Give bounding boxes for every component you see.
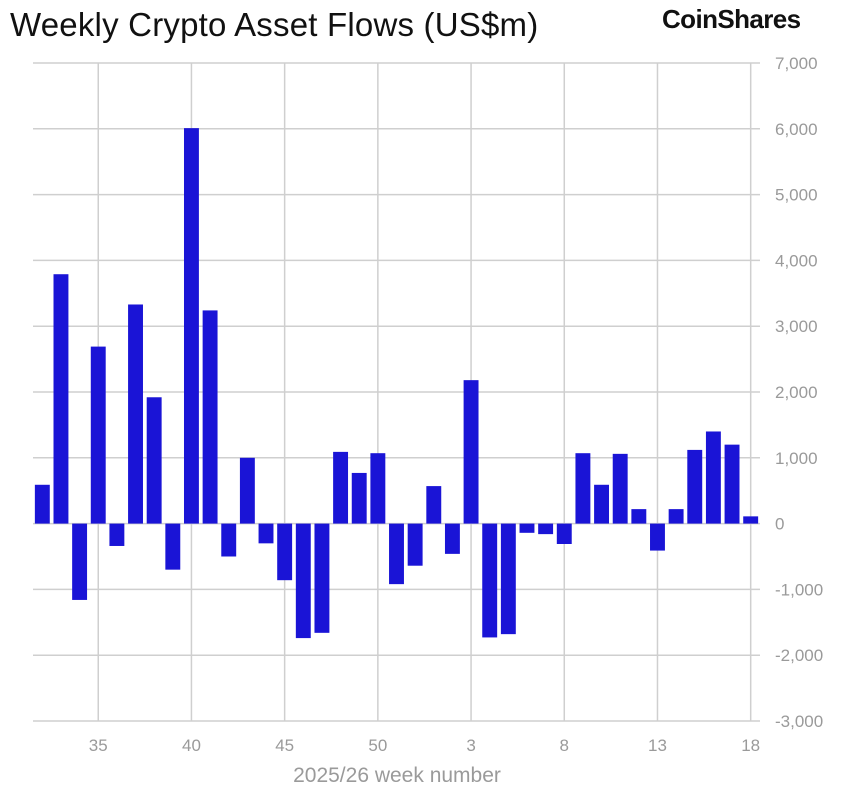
x-tick-label: 3: [466, 736, 475, 755]
x-tick-label: 40: [182, 736, 201, 755]
bar-week-14: [668, 509, 684, 524]
y-tick-label: 4,000: [775, 251, 818, 270]
bar-week-44: [258, 523, 274, 544]
bar-week-45: [277, 523, 293, 581]
coinshares-logo: CoinShares: [662, 4, 801, 34]
y-tick-label: 2,000: [775, 383, 818, 402]
bar-week-52: [407, 523, 423, 566]
bar-week-10: [594, 484, 610, 524]
x-axis-ticks: 35 40 45 50 3 8 13 18: [89, 736, 760, 755]
bar-week-35: [90, 346, 106, 524]
y-tick-label: 3,000: [775, 317, 818, 336]
bar-week-8: [556, 523, 572, 544]
y-tick-label: -1,000: [775, 580, 823, 599]
bar-week-39: [165, 523, 181, 570]
bar-week-51: [389, 523, 404, 585]
bar-week-16: [705, 431, 721, 524]
x-tick-label: 8: [560, 736, 569, 755]
bar-week-38: [146, 397, 162, 524]
bar-week-47: [314, 523, 330, 633]
bar-week-15: [687, 449, 703, 524]
bar-week-7: [538, 523, 554, 535]
x-tick-label: 13: [648, 736, 667, 755]
bar-week-5: [500, 523, 516, 635]
chart-title: Weekly Crypto Asset Flows (US$m): [10, 6, 539, 43]
y-tick-label: 7,000: [775, 54, 818, 73]
bar-week-11: [612, 453, 628, 524]
bar-week-12: [631, 509, 647, 524]
bar-week-49: [351, 472, 367, 524]
bar-week-46: [295, 523, 311, 639]
x-tick-label: 50: [368, 736, 387, 755]
bar-week-41: [202, 310, 218, 524]
y-tick-label: 5,000: [775, 186, 818, 205]
bar-week-37: [128, 304, 143, 524]
y-tick-label: -2,000: [775, 646, 823, 665]
bar-week-9: [575, 453, 591, 524]
bar-week-43: [239, 457, 255, 524]
bar-week-48: [333, 451, 349, 524]
bar-week-13: [650, 523, 665, 551]
x-axis-label: 2025/26 week number: [293, 764, 501, 787]
bar-week-2: [444, 523, 460, 554]
bar-week-6: [519, 523, 535, 533]
x-tick-label: 45: [275, 736, 294, 755]
bar-week-18: [743, 516, 759, 524]
bar-week-32: [34, 484, 50, 524]
x-tick-label: 35: [89, 736, 108, 755]
bar-week-34: [72, 523, 88, 600]
bar-week-17: [724, 444, 740, 524]
bar-week-1: [426, 486, 442, 524]
y-tick-label: 0: [775, 515, 784, 534]
y-axis-ticks: 7,000 6,000 5,000 4,000 3,000 2,000 1,000 0 -1,0…: [775, 54, 823, 731]
bar-week-4: [482, 523, 498, 638]
bar-week-36: [109, 523, 125, 546]
bar-series: [34, 128, 759, 639]
x-tick-label: 18: [741, 736, 760, 755]
bar-week-3: [463, 380, 479, 524]
bar-week-42: [221, 523, 237, 557]
bar-week-33: [53, 274, 69, 524]
y-tick-label: -3,000: [775, 712, 823, 731]
y-tick-label: 6,000: [775, 120, 818, 139]
bar-week-50: [370, 453, 386, 524]
y-tick-label: 1,000: [775, 449, 818, 468]
bar-week-40: [183, 128, 199, 524]
